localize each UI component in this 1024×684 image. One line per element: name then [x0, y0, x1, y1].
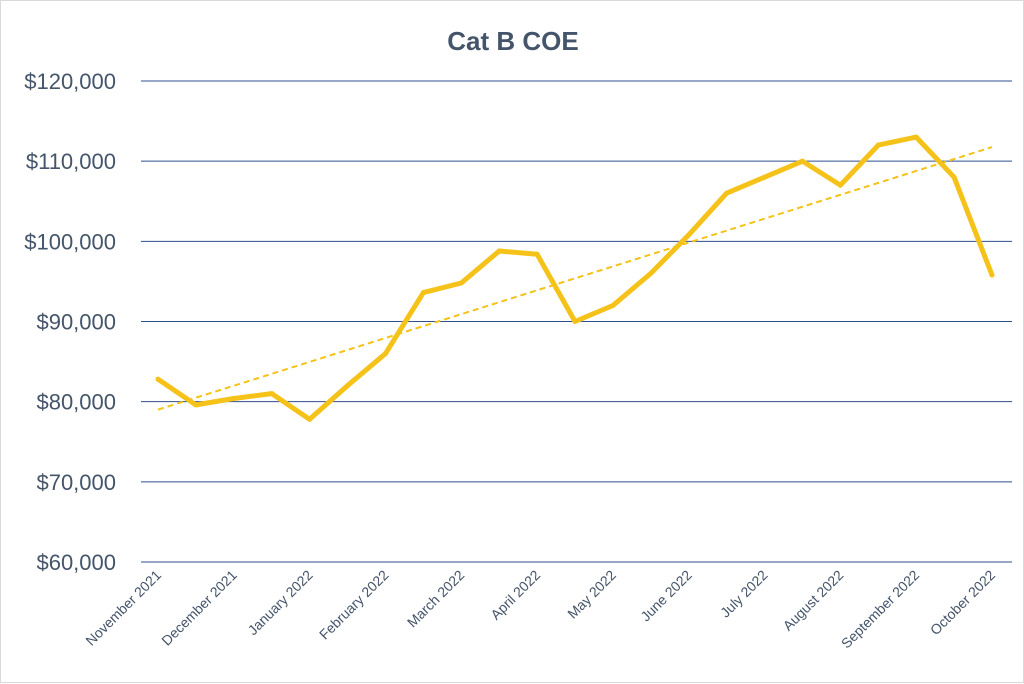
x-tick-label: July 2022 [717, 567, 771, 621]
data-point [762, 174, 768, 180]
data-point [420, 290, 426, 296]
data-point [193, 402, 199, 408]
data-point [648, 270, 654, 276]
y-axis-tick-labels: $60,000 $70,000 $80,000 $90,000 $100,000 $110… [24, 69, 116, 575]
data-point [496, 248, 502, 254]
data-point [686, 232, 692, 238]
series-line [155, 134, 995, 422]
data-point [951, 174, 957, 180]
x-tick-label: August 2022 [780, 567, 847, 634]
chart-title: Cat B COE [447, 26, 579, 56]
x-tick-label: April 2022 [487, 567, 543, 623]
data-point [572, 319, 578, 324]
data-point [231, 395, 237, 401]
y-tick-label: $90,000 [36, 310, 116, 335]
y-tick-label: $100,000 [24, 229, 116, 254]
data-point [724, 190, 730, 196]
data-point [875, 142, 881, 148]
data-point [155, 376, 161, 382]
x-tick-label: June 2022 [637, 567, 695, 625]
y-tick-label: $70,000 [36, 470, 116, 495]
x-tick-label: November 2021 [82, 567, 164, 649]
data-point [382, 351, 388, 357]
data-point [345, 383, 351, 389]
y-tick-label: $60,000 [36, 550, 116, 575]
data-point [989, 272, 995, 278]
x-tick-label: May 2022 [564, 567, 619, 622]
series-layer [155, 134, 995, 422]
trendline [157, 146, 993, 411]
data-point [307, 416, 313, 422]
data-point [458, 280, 464, 286]
data-point [837, 182, 843, 188]
y-tick-label: $80,000 [36, 390, 116, 415]
x-tick-label: February 2022 [316, 567, 392, 643]
trendline-layer [157, 146, 993, 411]
data-point [269, 391, 275, 397]
data-point [913, 134, 919, 140]
data-point [534, 251, 540, 257]
y-tick-label: $110,000 [26, 149, 116, 174]
x-tick-label: October 2022 [927, 567, 998, 638]
x-tick-label: January 2022 [244, 567, 315, 638]
y-tick-label: $120,000 [24, 69, 116, 94]
x-tick-label: September 2022 [838, 567, 923, 652]
x-tick-label: December 2021 [158, 567, 240, 649]
x-tick-label: March 2022 [404, 567, 468, 631]
data-point [610, 302, 616, 308]
data-point [799, 158, 805, 164]
